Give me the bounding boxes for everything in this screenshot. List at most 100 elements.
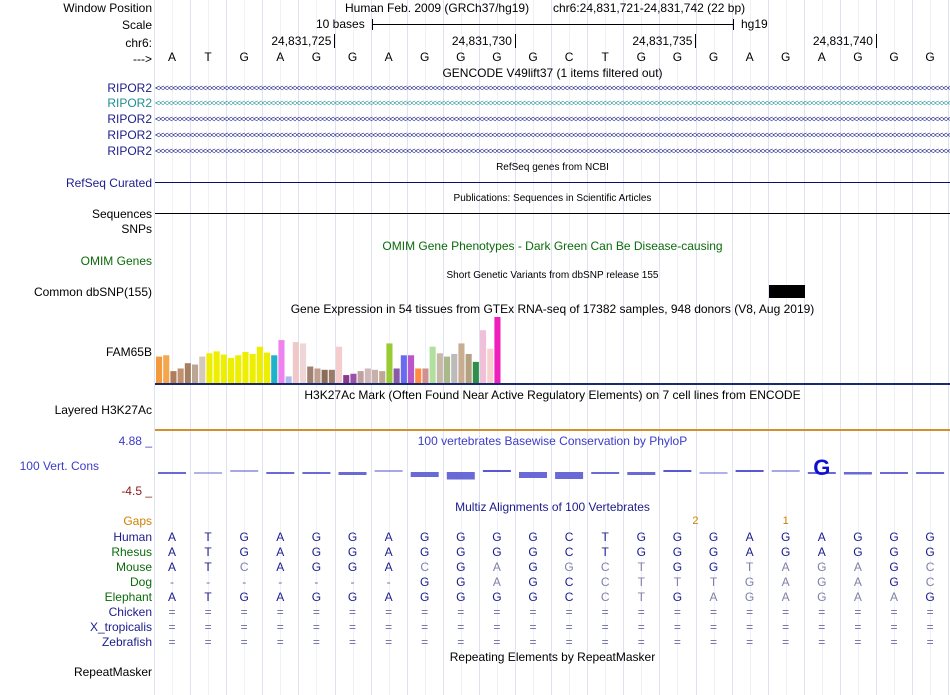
gtex-tissue-bar[interactable] bbox=[386, 343, 393, 383]
gtex-tissue-bar[interactable] bbox=[458, 343, 465, 383]
alignment-base: = bbox=[348, 635, 357, 649]
species-label[interactable]: Human bbox=[113, 530, 152, 544]
alignment-base: = bbox=[601, 620, 609, 634]
phylop-track-label[interactable]: 100 Vert. Cons bbox=[19, 459, 99, 473]
gtex-tissue-bar[interactable] bbox=[357, 371, 364, 383]
h3k27ac-track-label[interactable]: Layered H3K27Ac bbox=[54, 403, 152, 417]
alignment-base: = bbox=[565, 605, 573, 619]
gencode-transcript-line[interactable]: <<<<<<<<<<<<<<<<<<<<<<<<<<<<<<<<<<<<<<<<… bbox=[155, 98, 950, 108]
alignment-base: = bbox=[457, 635, 465, 649]
gtex-tissue-bar[interactable] bbox=[314, 368, 321, 383]
gtex-tissue-bar[interactable] bbox=[184, 363, 191, 383]
gtex-tissue-bar[interactable] bbox=[350, 373, 357, 383]
gtex-tissue-bar[interactable] bbox=[372, 369, 379, 383]
gtex-track-label[interactable]: FAM65B bbox=[105, 345, 152, 359]
gencode-gene-label-5[interactable]: RIPOR2 bbox=[107, 144, 152, 158]
gtex-tissue-bar[interactable] bbox=[336, 346, 343, 383]
alignment-base: - bbox=[350, 575, 355, 589]
gtex-tissue-bar[interactable] bbox=[292, 342, 299, 383]
gtex-tissue-bar[interactable] bbox=[444, 356, 451, 383]
publications-line[interactable] bbox=[155, 213, 950, 214]
species-label[interactable]: Chicken bbox=[108, 605, 152, 619]
gtex-tissue-bar[interactable] bbox=[415, 368, 422, 383]
gtex-tissue-bar[interactable] bbox=[163, 355, 170, 383]
gtex-tissue-bar[interactable] bbox=[271, 355, 278, 383]
gtex-tissue-bar[interactable] bbox=[494, 317, 501, 383]
gtex-tissue-bar[interactable] bbox=[364, 368, 371, 383]
omim-track-label[interactable]: OMIM Genes bbox=[80, 254, 152, 268]
alignment-base: = bbox=[312, 635, 320, 649]
grid-line bbox=[821, 0, 823, 695]
scale-bar-text: 10 bases bbox=[316, 17, 365, 31]
gtex-tissue-bar[interactable] bbox=[480, 330, 487, 383]
gencode-gene-label-3[interactable]: RIPOR2 bbox=[107, 112, 152, 126]
alignment-base: G bbox=[708, 530, 719, 544]
gtex-tissue-bar[interactable] bbox=[192, 364, 199, 383]
gtex-tissue-bar[interactable] bbox=[487, 348, 494, 383]
species-label[interactable]: Elephant bbox=[104, 590, 152, 604]
gtex-tissue-bar[interactable] bbox=[177, 368, 184, 383]
gencode-gene-label-1[interactable]: RIPOR2 bbox=[107, 81, 152, 95]
gencode-transcript-line[interactable]: <<<<<<<<<<<<<<<<<<<<<<<<<<<<<<<<<<<<<<<<… bbox=[155, 114, 950, 124]
gtex-tissue-bar[interactable] bbox=[264, 352, 271, 383]
gtex-tissue-bar[interactable] bbox=[321, 369, 328, 383]
alignment-base: G bbox=[528, 530, 538, 544]
species-label[interactable]: Mouse bbox=[115, 560, 152, 574]
publications-track-label[interactable]: Sequences bbox=[91, 207, 152, 221]
gtex-tissue-bar[interactable] bbox=[429, 346, 436, 383]
gtex-tissue-bar[interactable] bbox=[156, 356, 163, 383]
gencode-transcript-line[interactable]: <<<<<<<<<<<<<<<<<<<<<<<<<<<<<<<<<<<<<<<<… bbox=[155, 130, 950, 140]
reference-base: G bbox=[889, 50, 899, 64]
gencode-gene-label-4[interactable]: RIPOR2 bbox=[107, 128, 152, 142]
dbsnp-track-label[interactable]: Common dbSNP(155) bbox=[33, 285, 152, 299]
gtex-tissue-bar[interactable] bbox=[465, 353, 472, 383]
gtex-tissue-bar[interactable] bbox=[408, 355, 415, 383]
grid-line bbox=[876, 0, 877, 695]
gtex-tissue-bar[interactable] bbox=[285, 376, 292, 383]
gtex-tissue-bar[interactable] bbox=[393, 368, 400, 383]
alignment-base: T bbox=[745, 560, 754, 574]
species-label[interactable]: X_tropicalis bbox=[89, 620, 152, 634]
alignment-base: C bbox=[600, 575, 610, 589]
track-area[interactable]: Human Feb. 2009 (GRCh37/hg19) chr6:24,83… bbox=[154, 0, 950, 695]
repeatmasker-track-label[interactable]: RepeatMasker bbox=[73, 665, 152, 679]
gtex-tissue-bar[interactable] bbox=[206, 353, 213, 383]
alignment-base: G bbox=[492, 590, 502, 604]
gtex-tissue-bar[interactable] bbox=[400, 355, 407, 383]
gtex-tissue-bar[interactable] bbox=[300, 343, 307, 383]
gtex-tissue-bar[interactable] bbox=[307, 366, 314, 384]
phylop-conservation-plot[interactable]: G bbox=[155, 450, 950, 495]
gtex-bar-chart[interactable] bbox=[155, 316, 950, 386]
gtex-tissue-bar[interactable] bbox=[228, 357, 235, 383]
gtex-tissue-bar[interactable] bbox=[213, 351, 220, 383]
grid-line bbox=[695, 0, 697, 695]
gtex-tissue-bar[interactable] bbox=[199, 356, 206, 383]
alignment-base: G bbox=[347, 560, 358, 574]
refseq-gene-line[interactable] bbox=[155, 182, 950, 183]
species-label[interactable]: Rhesus bbox=[111, 545, 152, 559]
gtex-tissue-bar[interactable] bbox=[235, 355, 242, 383]
gencode-gene-label-2[interactable]: RIPOR2 bbox=[107, 96, 152, 110]
refseq-track-label[interactable]: RefSeq Curated bbox=[65, 176, 152, 190]
gtex-tissue-bar[interactable] bbox=[220, 354, 227, 383]
gtex-tissue-bar[interactable] bbox=[278, 340, 285, 383]
h3k27ac-signal-line[interactable] bbox=[155, 429, 950, 431]
dbsnp-variant-block[interactable] bbox=[769, 285, 805, 298]
gtex-tissue-bar[interactable] bbox=[170, 371, 177, 383]
species-label[interactable]: Zebrafish bbox=[101, 635, 152, 649]
gtex-tissue-bar[interactable] bbox=[422, 368, 429, 383]
gtex-tissue-bar[interactable] bbox=[242, 351, 249, 383]
gencode-transcript-line[interactable]: <<<<<<<<<<<<<<<<<<<<<<<<<<<<<<<<<<<<<<<<… bbox=[155, 146, 950, 156]
gtex-tissue-bar[interactable] bbox=[472, 361, 479, 383]
gtex-tissue-bar[interactable] bbox=[451, 353, 458, 383]
gtex-tissue-bar[interactable] bbox=[343, 375, 350, 383]
gtex-tissue-bar[interactable] bbox=[328, 369, 335, 383]
gtex-tissue-bar[interactable] bbox=[249, 353, 256, 383]
gtex-tissue-bar[interactable] bbox=[256, 346, 263, 383]
species-label[interactable]: Dog bbox=[129, 575, 152, 589]
grid-line bbox=[370, 0, 372, 695]
gencode-transcript-line[interactable]: <<<<<<<<<<<<<<<<<<<<<<<<<<<<<<<<<<<<<<<<… bbox=[155, 83, 950, 93]
gtex-tissue-bar[interactable] bbox=[436, 353, 443, 383]
alignment-base: C bbox=[600, 590, 610, 604]
gtex-tissue-bar[interactable] bbox=[379, 371, 386, 383]
